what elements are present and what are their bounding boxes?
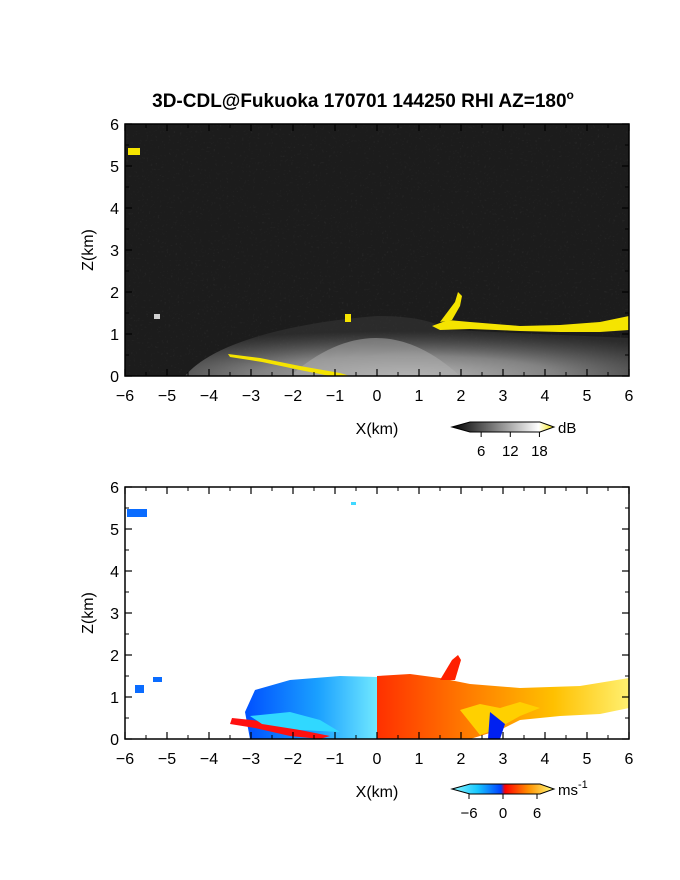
backscatter-colorbar-ticks: 6 12 18 xyxy=(477,432,548,460)
velocity-lower-positive xyxy=(460,702,540,735)
x-tick-label: 3 xyxy=(499,751,508,768)
x-tick-label: −1 xyxy=(326,751,344,768)
x-tick-label: 1 xyxy=(415,751,424,768)
x-tick-label: −2 xyxy=(284,388,302,405)
x-tick-label: −5 xyxy=(158,751,176,768)
backscatter-colorbar-bar xyxy=(450,421,556,433)
x-tick-label: 3 xyxy=(499,388,508,405)
x-tick-label: 4 xyxy=(541,388,550,405)
backscatter-ylabel: Z(km) xyxy=(80,229,97,271)
velocity-colorbar: −6 0 6 ms-1 xyxy=(450,779,588,822)
positive-velocity-region xyxy=(377,674,629,739)
colorbar-tick-label: 0 xyxy=(499,805,507,822)
x-tick-label: 2 xyxy=(457,388,466,405)
velocity-ticks: −6 −5 −4 −3 −2 −1 0 1 2 3 4 5 6 0 1 2 3 4 5 6 xyxy=(110,480,633,768)
backscatter-panel: −6 −5 −4 −3 −2 −1 0 1 2 3 4 5 6 0 1 2 3 4 5 6 X(km) Z(km) xyxy=(80,117,634,438)
backscatter-xlabel: X(km) xyxy=(356,421,399,438)
velocity-isolated-returns xyxy=(127,509,162,693)
velocity-return-aloft xyxy=(127,509,147,517)
x-tick-label: −4 xyxy=(200,388,218,405)
colorbar-tick-label: 18 xyxy=(531,443,548,460)
x-tick-label: −3 xyxy=(242,751,260,768)
colorbar-tick-label: 6 xyxy=(533,805,541,822)
x-tick-label: 2 xyxy=(457,751,466,768)
colorbar-tick-label: −6 xyxy=(460,805,477,822)
x-tick-label: 5 xyxy=(583,388,592,405)
x-tick-label: −5 xyxy=(158,388,176,405)
y-tick-label: 4 xyxy=(110,201,119,218)
backscatter-colorbar: 6 12 18 dB xyxy=(450,420,576,460)
x-tick-label: 4 xyxy=(541,751,550,768)
strong-returns xyxy=(128,148,629,376)
x-tick-label: 6 xyxy=(625,388,634,405)
colorbar-tick-label: 12 xyxy=(502,443,519,460)
x-tick-label: −6 xyxy=(116,751,134,768)
y-tick-label: 1 xyxy=(110,327,119,344)
x-tick-label: 0 xyxy=(373,751,382,768)
velocity-panel: −6 −5 −4 −3 −2 −1 0 1 2 3 4 5 6 0 1 2 3 4 5 6 X(km) Z(km) xyxy=(80,480,634,801)
velocity-colorbar-ticks: −6 0 6 xyxy=(460,794,541,822)
velocity-ylabel: Z(km) xyxy=(80,592,97,634)
x-tick-label: 0 xyxy=(373,388,382,405)
chart-title: 3D-CDL@Fukuoka 170701 144250 RHI AZ=180o xyxy=(152,88,574,112)
y-tick-label: 5 xyxy=(110,522,119,539)
x-tick-label: −6 xyxy=(116,388,134,405)
y-tick-label: 3 xyxy=(110,243,119,260)
y-tick-label: 0 xyxy=(110,369,119,386)
x-tick-label: −1 xyxy=(326,388,344,405)
y-tick-label: 3 xyxy=(110,606,119,623)
x-tick-label: −2 xyxy=(284,751,302,768)
y-tick-label: 4 xyxy=(110,564,119,581)
y-tick-label: 5 xyxy=(110,159,119,176)
y-tick-label: 0 xyxy=(110,732,119,749)
colorbar-tick-label: 6 xyxy=(477,443,485,460)
velocity-return-low xyxy=(135,685,144,693)
speckle xyxy=(154,314,160,319)
velocity-return-low-2 xyxy=(153,677,162,682)
y-tick-label: 2 xyxy=(110,285,119,302)
x-tick-label: 1 xyxy=(415,388,424,405)
velocity-ground-negative xyxy=(250,712,340,732)
velocity-ground-positive xyxy=(230,718,330,739)
strong-return-spot xyxy=(345,314,351,322)
backscatter-colorbar-label: dB xyxy=(558,420,576,437)
x-tick-label: 6 xyxy=(625,751,634,768)
y-tick-label: 1 xyxy=(110,690,119,707)
velocity-speckle xyxy=(351,502,356,505)
strong-return-ground xyxy=(228,354,350,376)
velocity-lower-speckle xyxy=(488,712,505,739)
velocity-colorbar-bar xyxy=(450,783,556,795)
y-tick-label: 6 xyxy=(110,117,119,134)
x-tick-label: −3 xyxy=(242,388,260,405)
velocity-xlabel: X(km) xyxy=(356,784,399,801)
y-tick-label: 6 xyxy=(110,480,119,497)
y-tick-label: 2 xyxy=(110,648,119,665)
velocity-colorbar-label: ms-1 xyxy=(558,779,588,799)
velocity-plume xyxy=(440,655,461,680)
backscatter-ticks: −6 −5 −4 −3 −2 −1 0 1 2 3 4 5 6 0 1 2 3 4 5 6 xyxy=(110,117,633,405)
x-tick-label: 5 xyxy=(583,751,592,768)
strong-return-aloft xyxy=(128,148,140,155)
strong-return-layer xyxy=(432,316,629,332)
strong-return-plume xyxy=(440,292,462,322)
aerosol-core xyxy=(290,338,460,376)
x-tick-label: −4 xyxy=(200,751,218,768)
